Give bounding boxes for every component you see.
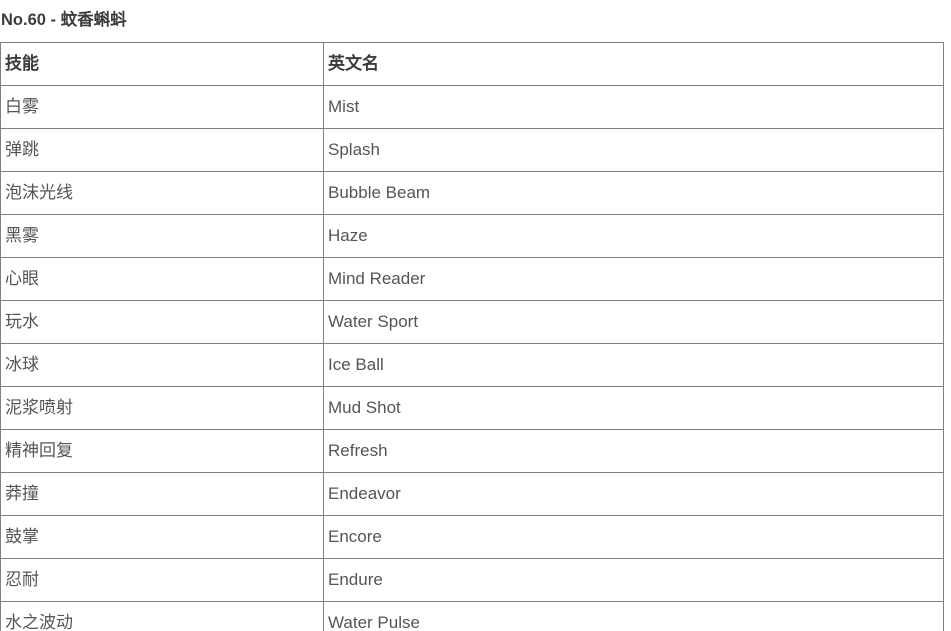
table-row: 弹跳 Splash	[0, 128, 944, 172]
skill-table: 技能 英文名 白雾 Mist 弹跳 Splash 泡沫光线 Bubble Bea…	[0, 42, 944, 631]
table-body: 白雾 Mist 弹跳 Splash 泡沫光线 Bubble Beam 黑雾 Ha…	[0, 85, 944, 631]
table-head: 技能 英文名	[0, 42, 944, 86]
cell-skill-name: 心眼	[0, 257, 324, 301]
cell-skill-name: 莽撞	[0, 472, 324, 516]
column-header-english-name: 英文名	[323, 42, 944, 86]
cell-skill-name: 玩水	[0, 300, 324, 344]
cell-english-name: Endure	[323, 558, 944, 602]
cell-skill-name: 弹跳	[0, 128, 324, 172]
table-row: 黑雾 Haze	[0, 214, 944, 258]
cell-english-name: Water Sport	[323, 300, 944, 344]
column-header-skill: 技能	[0, 42, 324, 86]
table-row: 心眼 Mind Reader	[0, 257, 944, 301]
table-row: 玩水 Water Sport	[0, 300, 944, 344]
table-row: 泥浆喷射 Mud Shot	[0, 386, 944, 430]
table-header-row: 技能 英文名	[0, 42, 944, 86]
page-title: No.60 - 蚊香蝌蚪	[1, 11, 127, 29]
cell-english-name: Endeavor	[323, 472, 944, 516]
cell-english-name: Mud Shot	[323, 386, 944, 430]
cell-skill-name: 忍耐	[0, 558, 324, 602]
table-row: 莽撞 Endeavor	[0, 472, 944, 516]
cell-english-name: Splash	[323, 128, 944, 172]
cell-skill-name: 精神回复	[0, 429, 324, 473]
cell-english-name: Mist	[323, 85, 944, 129]
cell-skill-name: 泥浆喷射	[0, 386, 324, 430]
table-row: 白雾 Mist	[0, 85, 944, 129]
cell-english-name: Refresh	[323, 429, 944, 473]
table-row: 鼓掌 Encore	[0, 515, 944, 559]
cell-english-name: Water Pulse	[323, 601, 944, 631]
table-row: 泡沫光线 Bubble Beam	[0, 171, 944, 215]
cell-skill-name: 冰球	[0, 343, 324, 387]
cell-skill-name: 水之波动	[0, 601, 324, 631]
cell-skill-name: 泡沫光线	[0, 171, 324, 215]
cell-skill-name: 鼓掌	[0, 515, 324, 559]
cell-skill-name: 白雾	[0, 85, 324, 129]
table-row: 水之波动 Water Pulse	[0, 601, 944, 631]
cell-english-name: Ice Ball	[323, 343, 944, 387]
table-row: 冰球 Ice Ball	[0, 343, 944, 387]
cell-english-name: Mind Reader	[323, 257, 944, 301]
cell-english-name: Haze	[323, 214, 944, 258]
cell-english-name: Encore	[323, 515, 944, 559]
cell-skill-name: 黑雾	[0, 214, 324, 258]
cell-english-name: Bubble Beam	[323, 171, 944, 215]
table-row: 精神回复 Refresh	[0, 429, 944, 473]
table-row: 忍耐 Endure	[0, 558, 944, 602]
